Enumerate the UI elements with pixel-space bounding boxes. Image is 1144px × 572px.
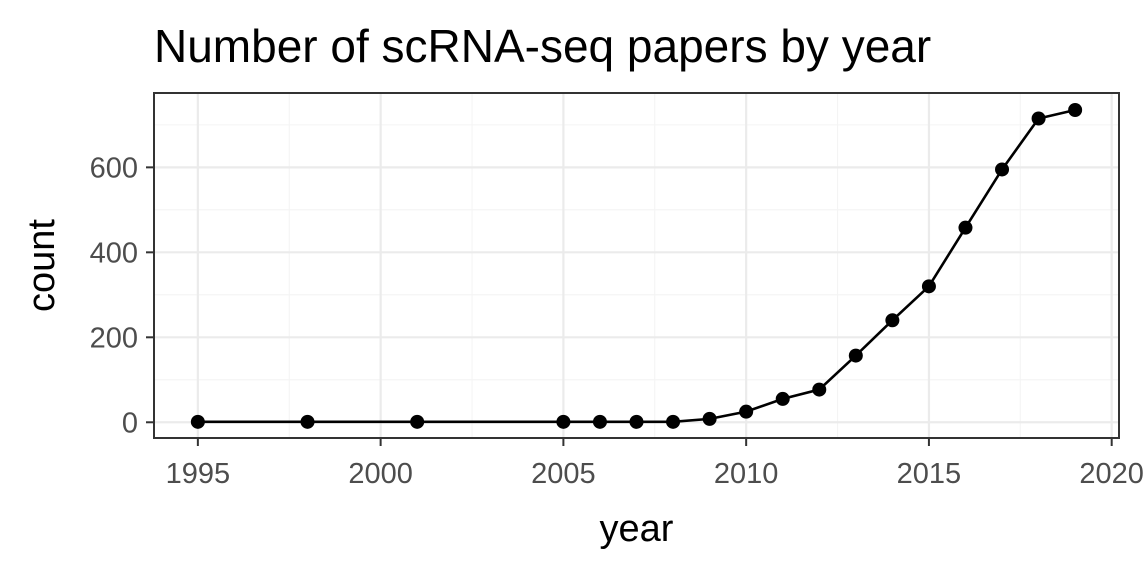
data-point — [885, 313, 900, 328]
data-point — [775, 391, 790, 406]
axis-ticks: 1995 2000 2005 2010 2015 2020 0 200 400 600 — [90, 152, 1144, 490]
grid — [154, 93, 1119, 438]
y-tick-label: 400 — [90, 237, 138, 269]
x-tick-label: 1995 — [166, 458, 231, 490]
data-point — [410, 414, 425, 429]
chart-title: Number of scRNA-seq papers by year — [154, 20, 931, 72]
x-tick-label: 2000 — [348, 458, 413, 490]
y-tick-label: 0 — [122, 407, 138, 439]
data-point — [1031, 111, 1046, 126]
x-axis-title: year — [600, 508, 674, 550]
x-tick-label: 2005 — [531, 458, 596, 490]
x-tick-label: 2020 — [1079, 458, 1144, 490]
data-point — [739, 404, 754, 419]
data-point — [995, 162, 1010, 177]
data-point — [666, 414, 681, 429]
x-tick-label: 2015 — [897, 458, 962, 490]
data-point — [629, 414, 644, 429]
data-point — [812, 382, 827, 397]
data-point — [848, 348, 863, 363]
y-tick-label: 200 — [90, 322, 138, 354]
data-point — [556, 414, 571, 429]
series-line — [197, 108, 1076, 424]
data-point — [1068, 102, 1083, 117]
data-point — [921, 279, 936, 294]
data-point — [300, 414, 315, 429]
data-point — [190, 414, 205, 429]
data-point — [958, 220, 973, 235]
x-tick-label: 2010 — [714, 458, 779, 490]
data-point — [592, 414, 607, 429]
series-layer — [190, 102, 1083, 429]
y-axis-title: count — [21, 219, 63, 312]
y-tick-label: 600 — [90, 152, 138, 184]
panel-border — [153, 92, 1120, 439]
data-point — [702, 411, 717, 426]
